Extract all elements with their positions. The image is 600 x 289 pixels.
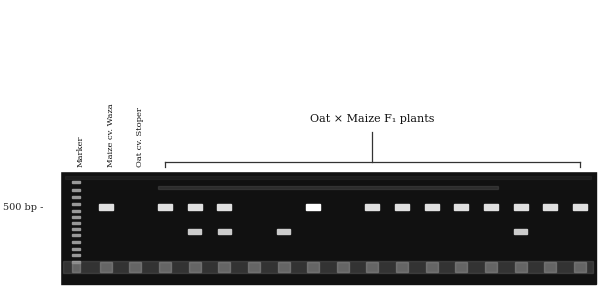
Bar bbox=[72, 261, 80, 263]
Bar bbox=[0, 171, 60, 289]
Bar bbox=[307, 262, 319, 272]
Bar bbox=[158, 204, 172, 210]
Bar bbox=[158, 186, 498, 188]
Bar bbox=[515, 262, 527, 272]
Bar bbox=[544, 204, 557, 210]
Bar bbox=[426, 262, 438, 272]
Bar bbox=[188, 204, 202, 210]
Bar bbox=[278, 262, 290, 272]
Bar bbox=[72, 262, 80, 272]
Bar bbox=[574, 262, 586, 272]
Bar bbox=[72, 216, 80, 218]
Bar bbox=[544, 262, 556, 272]
Bar bbox=[159, 262, 171, 272]
Text: Oat cv. Stoper: Oat cv. Stoper bbox=[136, 107, 144, 167]
Bar bbox=[365, 204, 379, 210]
Bar bbox=[65, 176, 591, 179]
Bar bbox=[72, 222, 80, 224]
Bar bbox=[573, 204, 587, 210]
Bar bbox=[72, 189, 80, 191]
Bar bbox=[514, 204, 528, 210]
Text: Oat × Maize F₁ plants: Oat × Maize F₁ plants bbox=[310, 114, 435, 124]
Text: Marker: Marker bbox=[77, 136, 85, 167]
Bar bbox=[425, 204, 439, 210]
Text: Maize cv. Waza: Maize cv. Waza bbox=[107, 103, 115, 167]
Bar bbox=[129, 262, 141, 272]
Bar bbox=[455, 262, 467, 272]
Bar bbox=[63, 261, 593, 273]
Bar bbox=[218, 229, 231, 234]
Bar bbox=[72, 241, 80, 243]
Bar bbox=[454, 204, 469, 210]
Bar bbox=[218, 262, 230, 272]
Bar bbox=[485, 262, 497, 272]
Bar bbox=[395, 204, 409, 210]
Bar bbox=[72, 203, 80, 205]
Bar bbox=[306, 204, 320, 210]
Bar bbox=[72, 234, 80, 236]
Bar bbox=[72, 228, 80, 230]
Bar bbox=[72, 210, 80, 212]
Bar bbox=[0, 0, 600, 171]
Bar bbox=[337, 262, 349, 272]
Bar bbox=[217, 204, 231, 210]
Text: 500 bp -: 500 bp - bbox=[3, 203, 43, 212]
Bar bbox=[484, 204, 498, 210]
Bar bbox=[60, 171, 596, 284]
Bar bbox=[72, 181, 80, 183]
Bar bbox=[72, 196, 80, 198]
Bar bbox=[367, 262, 379, 272]
Bar bbox=[98, 204, 113, 210]
Bar bbox=[72, 254, 80, 256]
Bar bbox=[188, 262, 200, 272]
Bar bbox=[188, 229, 201, 234]
Bar bbox=[396, 262, 408, 272]
Bar bbox=[100, 262, 112, 272]
Bar bbox=[248, 262, 260, 272]
Bar bbox=[72, 248, 80, 250]
Bar bbox=[277, 229, 290, 234]
Bar bbox=[514, 229, 527, 234]
